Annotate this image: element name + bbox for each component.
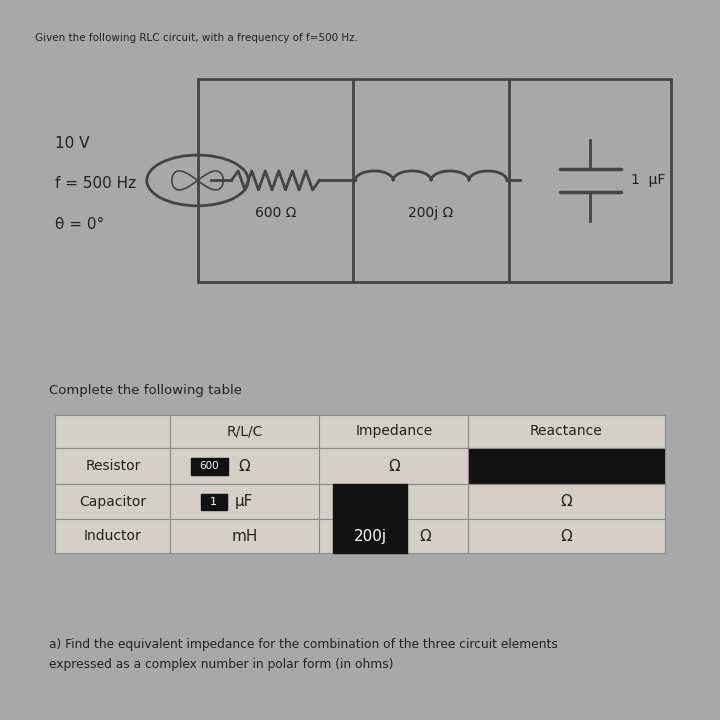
Text: Inductor: Inductor	[84, 529, 142, 544]
Text: Resistor: Resistor	[85, 459, 140, 473]
Text: 600 Ω: 600 Ω	[255, 206, 296, 220]
Bar	[171, 519, 320, 553]
Bar	[171, 484, 320, 520]
Bar	[320, 519, 468, 553]
Bar	[320, 415, 468, 449]
Text: Ω: Ω	[388, 459, 400, 474]
Bar	[55, 415, 171, 449]
Text: 1  μF: 1 μF	[631, 174, 665, 187]
Bar	[320, 484, 468, 520]
Text: R/L/C: R/L/C	[227, 425, 263, 438]
Bar	[171, 449, 320, 484]
Text: Impedance: Impedance	[355, 425, 433, 438]
Text: Ω: Ω	[561, 529, 572, 544]
Bar	[468, 415, 665, 449]
Bar	[55, 519, 171, 553]
Text: Reactance: Reactance	[530, 425, 603, 438]
Text: mH: mH	[232, 529, 258, 544]
Bar	[468, 449, 665, 484]
Text: Complete the following table: Complete the following table	[49, 384, 242, 397]
Bar	[55, 484, 171, 520]
Bar	[468, 484, 665, 520]
Bar	[201, 494, 227, 510]
Text: θ = 0°: θ = 0°	[55, 217, 104, 232]
Bar	[171, 415, 320, 449]
Text: 10 V: 10 V	[55, 135, 90, 150]
Text: Capacitor: Capacitor	[79, 495, 147, 509]
Text: f = 500 Hz: f = 500 Hz	[55, 176, 137, 192]
Bar	[320, 449, 468, 484]
Text: 600: 600	[199, 462, 219, 471]
Bar	[333, 484, 408, 553]
Text: 200j Ω: 200j Ω	[408, 206, 454, 220]
Text: μF: μF	[235, 494, 253, 509]
Text: Ω: Ω	[238, 459, 250, 474]
Text: 1: 1	[210, 497, 217, 507]
Text: 200j: 200j	[354, 529, 387, 544]
Bar	[191, 458, 228, 474]
Text: a) Find the equivalent impedance for the combination of the three circuit elemen: a) Find the equivalent impedance for the…	[49, 638, 557, 671]
Bar	[468, 519, 665, 553]
Bar	[55, 449, 171, 484]
Text: Ω: Ω	[561, 494, 572, 509]
Text: Ω: Ω	[420, 529, 431, 544]
Text: Ω: Ω	[388, 494, 400, 509]
Text: Given the following RLC circuit, with a frequency of f=500 Hz.: Given the following RLC circuit, with a …	[35, 33, 358, 43]
